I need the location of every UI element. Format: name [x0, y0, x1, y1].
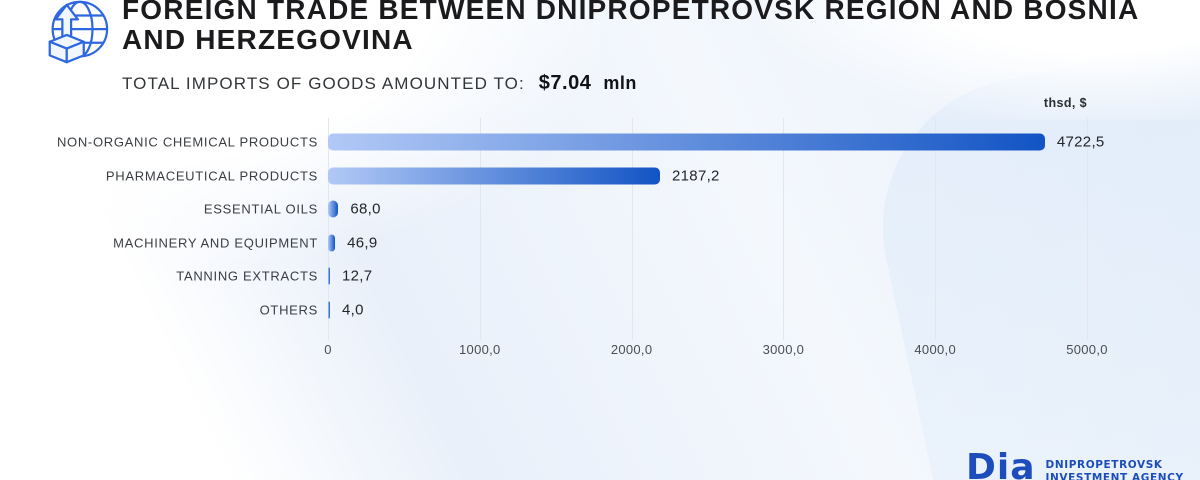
- subtitle-label: TOTAL IMPORTS OF GOODS AMOUNTED TO:: [122, 74, 525, 93]
- bar-row: NON-ORGANIC CHEMICAL PRODUCTS 4722,5: [0, 125, 1200, 159]
- bar-row: MACHINERY AND EQUIPMENT 46,9: [0, 226, 1200, 260]
- axis-tick-label: 4000,0: [914, 342, 956, 357]
- agency-logo: Dia DNIPROPETROVSK INVESTMENT AGENCY: [966, 447, 1184, 480]
- bar-row: OTHERS 4,0: [0, 293, 1200, 327]
- background-highlight-topright: [760, 0, 1200, 120]
- logo-text-line2: INVESTMENT AGENCY: [1045, 472, 1184, 480]
- value-label: 68,0: [350, 200, 381, 218]
- category-label: NON-ORGANIC CHEMICAL PRODUCTS: [56, 134, 318, 150]
- bar: [328, 200, 339, 218]
- gridline: [935, 118, 937, 340]
- axis-unit-label: thsd, $: [1043, 96, 1087, 110]
- bar: [328, 167, 661, 185]
- bar: [328, 234, 336, 252]
- value-label: 12,7: [342, 267, 373, 285]
- subtitle: TOTAL IMPORTS OF GOODS AMOUNTED TO: $7.0…: [122, 72, 637, 95]
- bar: [328, 133, 1045, 151]
- bar: [328, 301, 330, 319]
- gridline: [1087, 118, 1088, 340]
- logo-text-line1: DNIPROPETROVSK: [1045, 459, 1163, 471]
- axis-tick-label: 2000,0: [610, 342, 653, 357]
- page-title-line2: AND HERZEGOVINA: [122, 24, 414, 55]
- gridline: [783, 118, 785, 340]
- value-label: 4,0: [342, 301, 364, 319]
- bar-row: PHARMACEUTICAL PRODUCTS 2187,2: [0, 159, 1200, 193]
- total-imports-unit: mln: [603, 73, 637, 93]
- page-title-line1: FOREIGN TRADE BETWEEN DNIPROPETROVSK REG…: [122, 0, 1140, 25]
- bar: [328, 267, 330, 285]
- export-globe-icon: [36, 0, 114, 73]
- total-imports-value: $7.04: [538, 72, 592, 94]
- category-label: TANNING EXTRACTS: [176, 268, 318, 284]
- axis-tick-label: 3000,0: [762, 342, 805, 357]
- category-label: OTHERS: [259, 302, 318, 318]
- logo-text: DNIPROPETROVSK INVESTMENT AGENCY: [1046, 459, 1184, 480]
- category-label: ESSENTIAL OILS: [203, 201, 318, 217]
- value-label: 2187,2: [672, 167, 720, 185]
- axis-tick-label: 5000,0: [1066, 342, 1108, 357]
- logo-mark: Dia: [966, 447, 1036, 480]
- category-label: PHARMACEUTICAL PRODUCTS: [105, 168, 318, 184]
- page-title: FOREIGN TRADE BETWEEN DNIPROPETROVSK REG…: [122, 0, 1139, 55]
- gridline: [328, 118, 329, 340]
- axis-tick-label: 0: [324, 342, 332, 357]
- bar-row: TANNING EXTRACTS 12,7: [0, 259, 1200, 293]
- bar-row: ESSENTIAL OILS 68,0: [0, 192, 1200, 226]
- category-label: MACHINERY AND EQUIPMENT: [113, 235, 318, 251]
- axis-tick-label: 1000,0: [459, 342, 501, 357]
- value-label: 46,9: [347, 234, 378, 252]
- gridline: [631, 118, 633, 340]
- gridline: [479, 118, 481, 340]
- value-label: 4722,5: [1056, 133, 1105, 151]
